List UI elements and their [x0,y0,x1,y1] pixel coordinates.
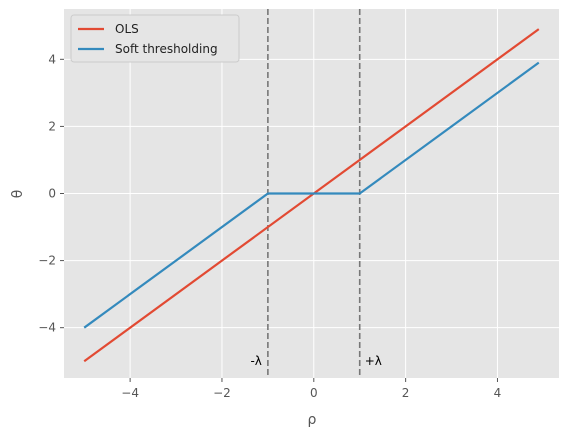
x-ticks: −4 −2 0 2 4 [121,378,501,400]
y-tick-label: −4 [38,321,56,335]
legend-label: Soft thresholding [115,42,218,56]
legend-box [70,14,240,63]
series-line [83,61,540,329]
threshold-label: +λ [365,354,382,368]
x-tick-label: 4 [494,386,502,400]
y-tick-label: −2 [38,254,56,268]
y-tick-label: 4 [48,52,56,66]
series-line [83,28,540,363]
y-tick-label: 0 [48,187,56,201]
annotations: -λ +λ [250,354,381,368]
legend-label: OLS [115,22,139,36]
series-group [83,28,540,363]
y-axis-label: θ [10,190,26,199]
threshold-label: -λ [250,354,261,368]
y-tick-label: 2 [48,119,56,133]
x-tick-label: −2 [213,386,231,400]
y-ticks: −4 −2 0 2 4 [38,52,64,335]
x-tick-label: 2 [402,386,410,400]
x-axis-label: ρ [308,412,317,428]
x-tick-label: −4 [121,386,139,400]
legend: OLS Soft thresholding [70,14,240,63]
x-tick-label: 0 [310,386,318,400]
